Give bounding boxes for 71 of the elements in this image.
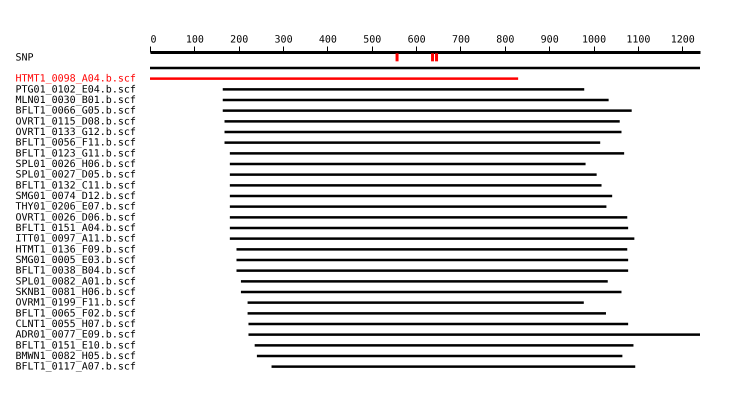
- y-tick-label: THY01_0206_E07.b.scf: [16, 202, 136, 213]
- y-tick-label: SKNB1_0081_H06.b.scf: [16, 287, 136, 298]
- bar: [256, 354, 622, 358]
- y-tick-label: BFLT1_0151_E10.b.scf: [16, 340, 136, 352]
- x-tick-label: 100: [186, 34, 204, 46]
- y-tick-label: BFLT1_0151_A04.b.scf: [16, 223, 136, 234]
- y-tick-label: SMG01_0005_E03.b.scf: [16, 255, 136, 266]
- bar: [230, 152, 624, 155]
- bar: [230, 237, 634, 240]
- y-tick-label: BFLT1_0065_F02.b.scf: [16, 308, 136, 320]
- y-tick-label: BFLT1_0123_G11.b.scf: [16, 148, 136, 160]
- y-tick-label: BFLT1_0066_G05.b.scf: [16, 106, 136, 117]
- y-tick-label: OVRT1_0026_D06.b.scf: [16, 212, 136, 224]
- bar: [272, 365, 636, 368]
- y-tick-label: BMWN1_0082_H05.b.scf: [16, 351, 136, 362]
- y-tick-label: OVRT1_0133_G12.b.scf: [16, 127, 136, 138]
- x-tick-label: 600: [408, 34, 426, 46]
- bar: [248, 301, 584, 304]
- bar: [236, 269, 628, 272]
- y-tick-label: OVRT1_0115_D08.b.scf: [16, 116, 136, 128]
- bar: [222, 88, 584, 91]
- bar: [236, 258, 628, 262]
- y-tick-label: HTMT1_0098_A04.b.scf: [16, 74, 136, 85]
- y-tick-label: BFLT1_0117_A07.b.scf: [16, 362, 136, 373]
- y-tick-label: SNP: [16, 52, 34, 64]
- bar: [230, 173, 597, 176]
- bar: [254, 344, 634, 347]
- x-tick-label: 0: [150, 34, 157, 46]
- x-tick-label: 1000: [582, 34, 606, 46]
- y-tick-label: BFLT1_0132_C11.b.scf: [16, 180, 136, 192]
- bar: [224, 130, 622, 134]
- y-tick-label: OVRM1_0199_F11.b.scf: [16, 298, 136, 309]
- bar: [230, 184, 602, 187]
- y-tick-label: BFLT1_0038_B04.b.scf: [16, 266, 136, 277]
- x-tick-label: 500: [363, 34, 382, 46]
- y-tick-label: HTMT1_0136_F09.b.scf: [16, 244, 136, 256]
- y-tick-label: SPL01_0026_H06.b.scf: [16, 159, 136, 170]
- y-tick-label: SMG01_0074_D12.b.scf: [16, 191, 136, 202]
- bar: [230, 162, 586, 166]
- y-tick-label: PTG01_0102_E04.b.scf: [16, 84, 136, 96]
- x-tick-label: 1100: [626, 34, 650, 46]
- bar: [224, 120, 620, 123]
- bar: [150, 66, 700, 70]
- x-tick-label: 200: [230, 34, 248, 46]
- bar: [230, 226, 628, 230]
- y-tick-label: MLN01_0030_B01.b.scf: [16, 95, 136, 106]
- bar: [224, 141, 600, 144]
- y-tick-label: SPL01_0082_A01.b.scf: [16, 276, 136, 288]
- x-tick-label: 300: [274, 34, 293, 46]
- y-tick-label: ADR01_0077_E09.b.scf: [16, 330, 136, 341]
- y-tick-label: CLNT1_0055_H07.b.scf: [16, 319, 136, 330]
- y-tick-label: SPL01_0027_D05.b.scf: [16, 170, 136, 181]
- y-tick-label: BFLT1_0056_F11.b.scf: [16, 138, 136, 149]
- x-tick-label: 400: [318, 34, 337, 46]
- bar: [248, 333, 700, 336]
- bar: [222, 98, 609, 102]
- bar: [222, 109, 632, 112]
- bar: [240, 280, 608, 283]
- bar: [230, 205, 606, 208]
- bar: [248, 322, 628, 326]
- y-tick-label: ITT01_0097_A11.b.scf: [16, 234, 136, 245]
- bar: [230, 216, 628, 219]
- x-tick-label: 1200: [670, 34, 695, 46]
- x-tick-label: 900: [540, 34, 559, 46]
- x-tick-label: 700: [452, 34, 470, 46]
- bar: [240, 290, 622, 294]
- bar: [248, 312, 606, 315]
- x-tick-label: 800: [496, 34, 514, 46]
- bar: [150, 77, 518, 80]
- bar: [236, 248, 628, 251]
- bar: [230, 194, 612, 198]
